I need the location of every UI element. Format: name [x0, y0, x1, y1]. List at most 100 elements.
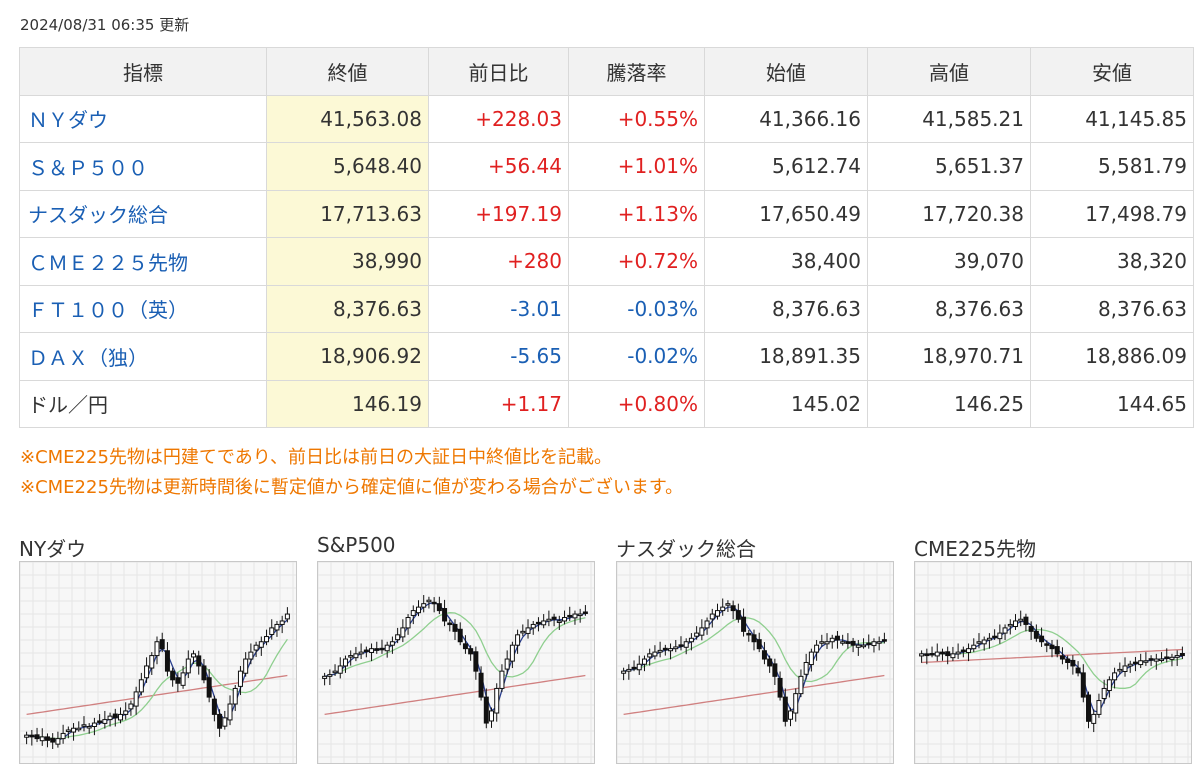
cell-name[interactable]: ＤＡＸ（独）: [19, 332, 267, 381]
candle: [986, 633, 992, 649]
candle: [185, 650, 191, 679]
candle: [1096, 693, 1102, 718]
candle: [1174, 650, 1180, 666]
candle: [699, 619, 705, 641]
candle: [1091, 709, 1097, 733]
candle: [201, 659, 207, 684]
candle: [829, 634, 835, 649]
candle: [1132, 656, 1138, 672]
cell-name[interactable]: ＦＴ１００（英）: [19, 284, 267, 333]
candle: [1039, 627, 1045, 647]
candle: [1028, 621, 1034, 641]
cell-change: -3.01: [428, 284, 569, 333]
cell-name[interactable]: ＮＹダウ: [19, 94, 267, 143]
cell-open: 18,891.35: [704, 332, 868, 381]
chart-sp500[interactable]: [317, 561, 595, 764]
candle: [457, 622, 463, 646]
candle: [694, 626, 700, 640]
candle: [1007, 619, 1013, 635]
candle: [720, 598, 726, 616]
note-line: ※CME225先物は更新時間後に暫定値から確定値に値が変わる場合がございます。: [20, 477, 684, 498]
notes: ※CME225先物は円建てであり、前日比は前日の大証日中終値比を記載。 ※CME…: [20, 443, 683, 503]
candle: [65, 726, 71, 739]
header-open: 始値: [704, 47, 868, 96]
candle: [798, 669, 804, 698]
candlestick-chart: [20, 562, 296, 763]
cell-name[interactable]: ナスダック総合: [19, 189, 267, 238]
candle: [541, 614, 547, 629]
candle: [866, 634, 872, 649]
candle: [1112, 667, 1118, 689]
chart-nydow[interactable]: [19, 561, 297, 764]
candle: [86, 723, 92, 734]
table-row: ＦＴ１００（英） 8,376.63 -3.01 -0.03% 8,376.63 8,376…: [19, 284, 1194, 333]
candle: [855, 640, 861, 656]
candle: [363, 646, 369, 658]
candle: [688, 633, 694, 651]
cell-name[interactable]: Ｓ＆Ｐ５００: [19, 142, 267, 191]
table-row: Ｓ＆Ｐ５００ 5,648.40 +56.44 +1.01% 5,612.74 5,651.…: [19, 142, 1194, 191]
candle: [389, 636, 395, 654]
mid-ma-line: [921, 628, 1183, 689]
cell-open: 41,366.16: [704, 94, 868, 143]
mid-ma-line: [26, 638, 288, 740]
candle: [447, 619, 453, 632]
candle: [379, 639, 385, 654]
cell-high: 39,070: [867, 237, 1031, 286]
candle: [1148, 655, 1154, 666]
candle: [50, 733, 56, 749]
candle: [232, 684, 238, 711]
cell-change: -5.65: [428, 332, 569, 381]
candle: [44, 733, 50, 748]
chart-grid: [617, 562, 893, 763]
update-timestamp: 2024/08/31 06:35 更新: [20, 16, 190, 34]
candle: [678, 636, 684, 651]
cell-change: +56.44: [428, 142, 569, 191]
cell-name: ドル／円: [19, 379, 267, 428]
candle: [144, 657, 150, 683]
candle: [1054, 639, 1060, 658]
cell-low: 17,498.79: [1030, 189, 1194, 238]
candle: [761, 642, 767, 665]
candle: [269, 619, 275, 640]
cell-close: 41,563.08: [266, 94, 429, 143]
candle: [468, 645, 474, 661]
candle: [562, 610, 568, 625]
candle: [1086, 691, 1092, 729]
candle: [123, 702, 129, 720]
cell-close: 8,376.63: [266, 284, 429, 333]
header-rate: 騰落率: [568, 47, 705, 96]
candle: [342, 655, 348, 673]
candle: [384, 641, 390, 658]
chart-cme225[interactable]: [914, 561, 1192, 764]
candle: [881, 632, 887, 644]
mid-ma-line: [623, 617, 885, 683]
cell-name[interactable]: ＣＭＥ２２５先物: [19, 237, 267, 286]
cell-low: 18,886.09: [1030, 332, 1194, 381]
note-line: ※CME225先物は円建てであり、前日比は前日の大証日中終値比を記載。: [20, 447, 613, 468]
short-ma-line: [324, 601, 586, 712]
candle: [1049, 640, 1055, 658]
chart-grid: [318, 562, 594, 763]
candle: [97, 714, 103, 725]
candle: [756, 632, 762, 653]
candle: [657, 641, 663, 658]
candle: [955, 643, 961, 660]
chart-nasdaq[interactable]: [616, 561, 894, 764]
candle: [997, 624, 1003, 644]
candle: [1018, 610, 1024, 627]
candle: [1179, 646, 1185, 660]
candle: [704, 617, 710, 635]
candle: [1106, 676, 1112, 698]
chart-title-cme225: CME225先物: [914, 537, 1037, 561]
candle: [243, 652, 249, 677]
candle: [462, 635, 468, 654]
candle: [652, 645, 658, 660]
cell-open: 5,612.74: [704, 142, 868, 191]
candle: [112, 708, 118, 727]
candle: [1153, 653, 1159, 670]
candle: [814, 640, 820, 661]
candle: [966, 643, 972, 662]
candle: [1065, 655, 1071, 670]
cell-change: +228.03: [428, 94, 569, 143]
